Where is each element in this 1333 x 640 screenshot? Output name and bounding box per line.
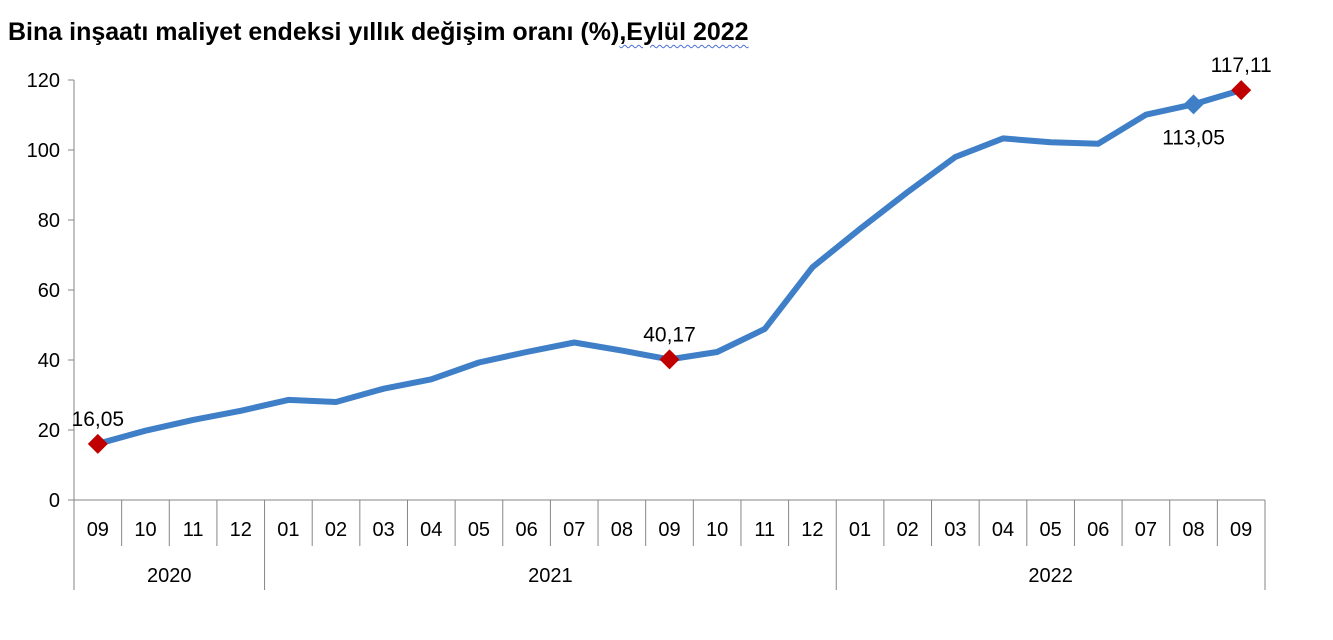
x-tick-label: 01	[277, 519, 299, 541]
y-tick-label: 120	[27, 70, 60, 92]
x-tick-label: 04	[420, 519, 442, 541]
x-tick-label: 10	[134, 519, 156, 541]
y-tick-labels: 0 20 40 60 80 100 120	[27, 70, 60, 512]
x-tick-label: 11	[754, 519, 775, 541]
x-tick-label: 08	[611, 519, 633, 541]
x-tick-label: 02	[897, 519, 919, 541]
x-tick-label: 12	[801, 519, 823, 541]
x-tick-label: 07	[563, 519, 585, 541]
x-tick-label: 03	[944, 519, 966, 541]
x-tick-label: 06	[1087, 519, 1109, 541]
data-point-marker	[87, 433, 108, 454]
x-tick-label: 03	[373, 519, 395, 541]
y-tick-label: 60	[38, 280, 60, 302]
year-label: 2020	[147, 565, 192, 587]
x-tick-label: 01	[849, 519, 871, 541]
x-tick-label: 02	[325, 519, 347, 541]
year-label: 2022	[1028, 565, 1073, 587]
x-tick-label: 09	[658, 519, 680, 541]
y-tick-label: 20	[38, 420, 60, 442]
x-tick-label: 08	[1182, 519, 1204, 541]
y-tick-label: 80	[38, 210, 60, 232]
chart-title-suffix: ,Eylül 2022	[619, 18, 749, 46]
data-label: 16,05	[72, 408, 125, 431]
year-label: 2021	[528, 565, 573, 587]
chart-axes	[68, 79, 1266, 590]
x-tick-label: 07	[1135, 519, 1157, 541]
x-tick-label: 11	[183, 519, 204, 541]
x-tick-label: 05	[468, 519, 490, 541]
chart-title: Bina inşaatı maliyet endeksi yıllık deği…	[8, 18, 749, 47]
data-point-marker	[1231, 80, 1252, 101]
data-point-marker	[659, 349, 680, 370]
x-tick-label: 04	[992, 519, 1014, 541]
data-label-group: 16,05 40,17 113,05 117,11	[72, 54, 1272, 431]
x-tick-label: 09	[87, 519, 109, 541]
data-label: 117,11	[1211, 54, 1272, 77]
series-line	[94, 87, 1245, 447]
data-label: 40,17	[643, 323, 696, 346]
y-tick-label: 100	[27, 140, 60, 162]
x-tick-label: 09	[1230, 519, 1252, 541]
y-tick-label: 40	[38, 350, 60, 372]
x-tick-labels: 09 10 11 12 01 02 03 04 05 06 07 08 09 10 11 12 01 02 03 04…	[87, 519, 1253, 587]
data-point-marker	[1183, 94, 1204, 115]
marker-group	[87, 80, 1252, 454]
x-tick-label: 06	[515, 519, 537, 541]
series-group	[94, 87, 1245, 447]
x-tick-label: 05	[1039, 519, 1061, 541]
data-label: 113,05	[1162, 126, 1225, 149]
chart-title-main: Bina inşaatı maliyet endeksi yıllık deği…	[8, 18, 620, 46]
x-tick-label: 12	[230, 519, 252, 541]
y-tick-label: 0	[49, 490, 60, 512]
x-tick-label: 10	[706, 519, 728, 541]
